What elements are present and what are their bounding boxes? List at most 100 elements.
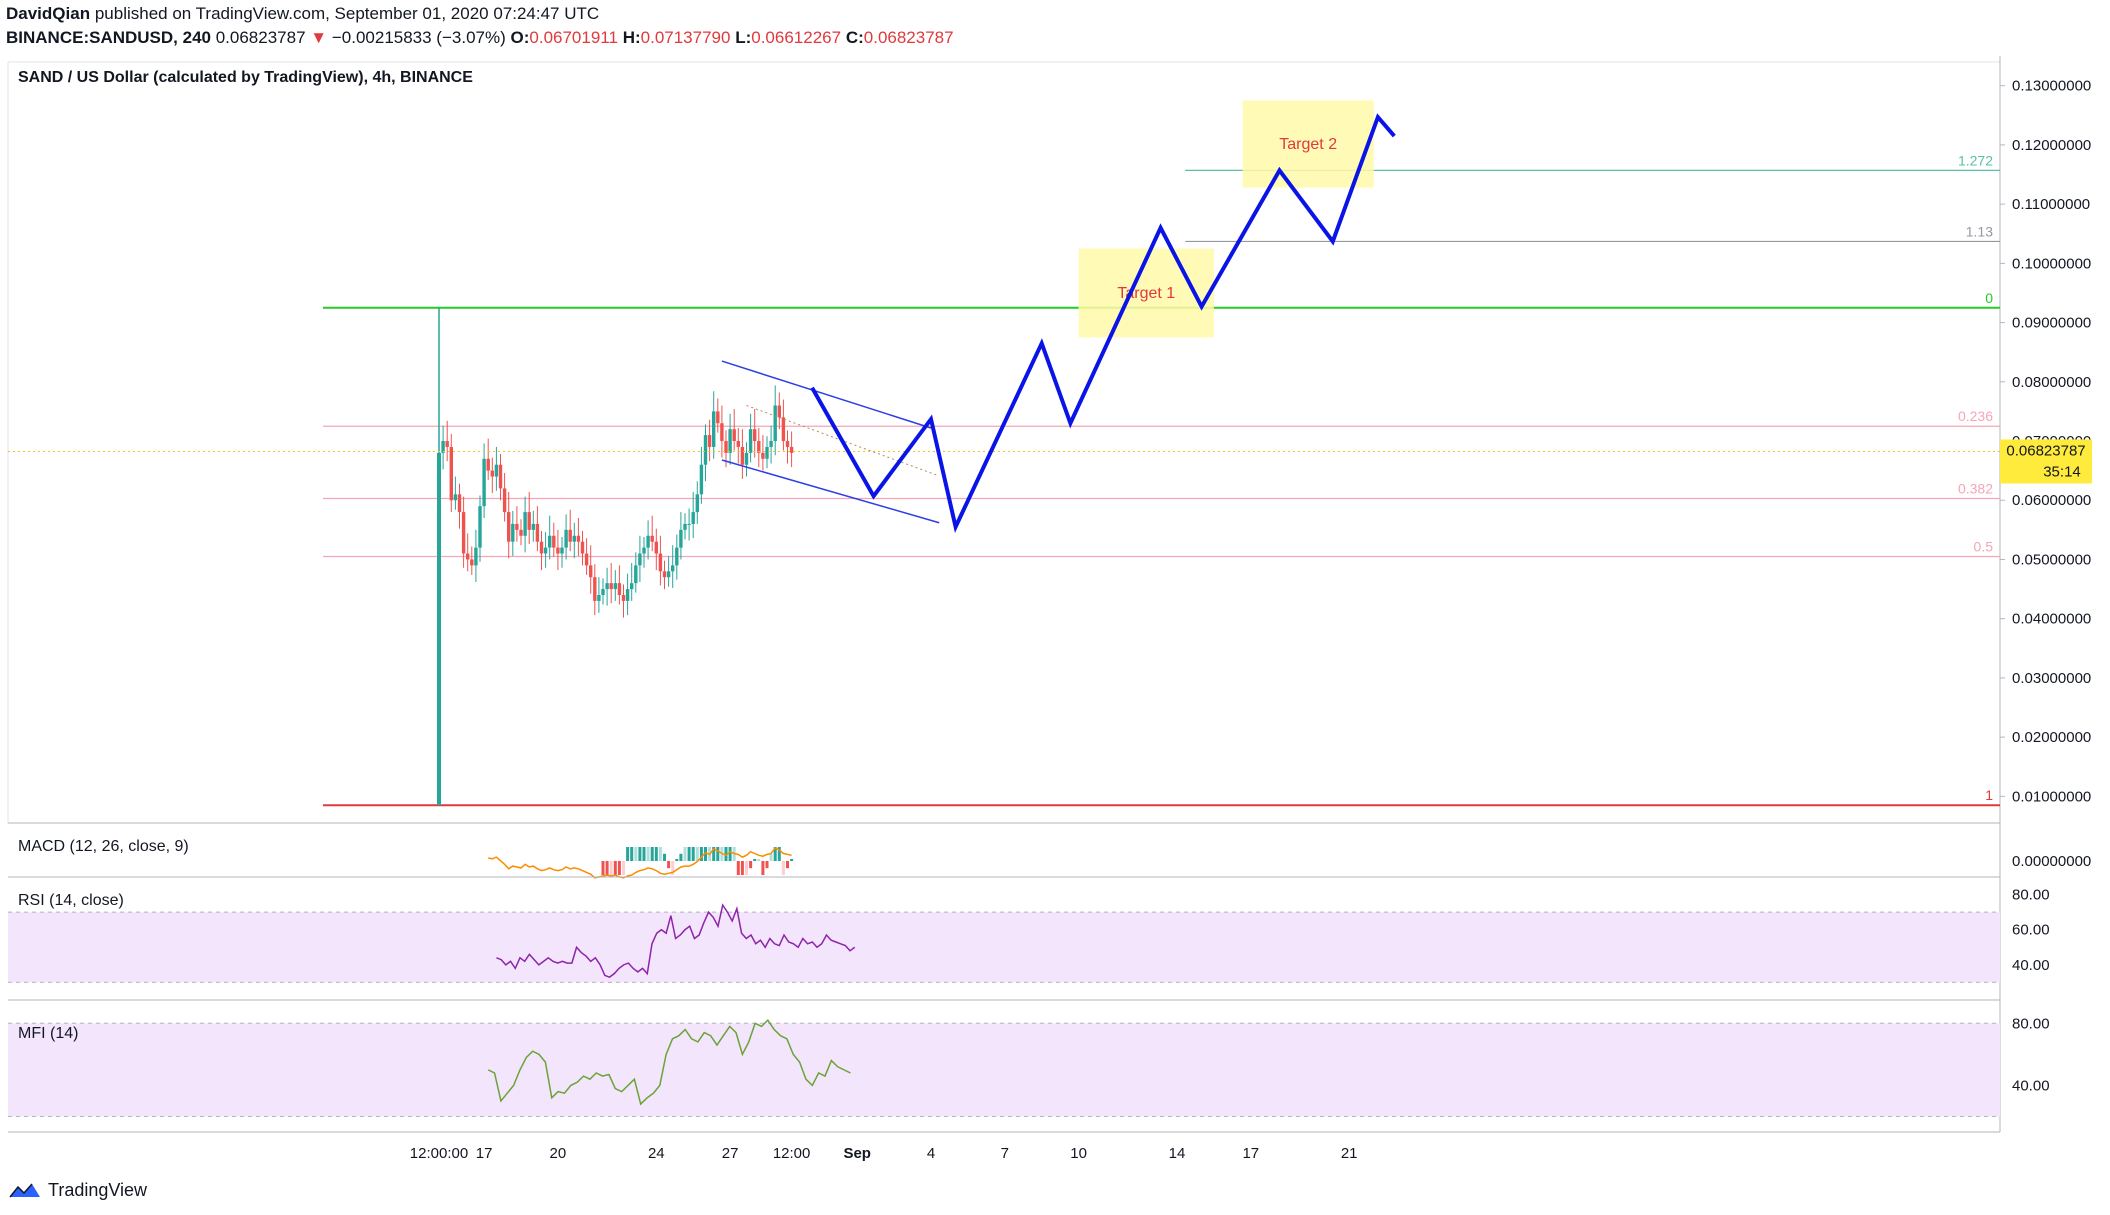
open-label: O: [510,28,530,47]
macd-histogram-bar [683,847,687,861]
time-tick-label: 17 [476,1145,493,1162]
candle-body [761,452,765,459]
candle-body [703,435,708,465]
candle-body [457,494,462,513]
candle-body [502,488,507,513]
candle-body [507,512,511,542]
candle-body [466,553,470,560]
countdown-label: 35:14 [2043,463,2081,480]
macd-histogram-bar [642,847,646,861]
publish-info: DavidQian published on TradingView.com, … [6,4,599,24]
candle-body [736,441,740,447]
macd-histogram-bar [630,847,634,861]
candle-body [478,506,482,548]
down-arrow-icon: ▼ [310,28,328,47]
candle-body [724,441,728,453]
mfi-axis-label: 80.00 [2012,1015,2050,1032]
candle-body [785,441,790,447]
macd-histogram-bar [646,847,650,861]
symbol-label: BINANCE:SANDUSD, 240 [6,28,211,47]
target-box [1242,100,1374,188]
macd-histogram-bar [712,847,716,861]
candle-body [679,529,683,548]
time-tick-label: 24 [648,1145,665,1162]
rsi-axis-label: 80.00 [2012,887,2050,904]
close-label: C: [845,28,864,47]
candle-body [625,589,630,601]
macd-histogram-bar [658,847,662,861]
price-tick-label: 0.04000000 [2012,611,2091,628]
candle-body [609,583,613,590]
candle-body [658,553,663,572]
candle-body [564,529,568,548]
macd-histogram-bar [605,861,609,875]
candle-body [642,547,646,554]
price-tick-label: 0.06000000 [2012,492,2091,509]
open-value: 0.06701911 [529,28,618,47]
last-price-tag [2000,439,2092,484]
projection-path [810,113,1396,534]
time-tick-label: 17 [1242,1145,1259,1162]
low-value: 0.06612267 [751,28,842,47]
candle-body [621,594,626,601]
tradingview-logo-icon [9,1183,40,1197]
candle-body [646,535,650,548]
author-name[interactable]: DavidQian [6,4,91,23]
time-tick-label: 20 [550,1145,567,1162]
candle-body [580,541,585,554]
macd-histogram-bar [671,861,675,875]
mfi-band [8,1023,2000,1117]
high-value: 0.07137790 [640,28,731,47]
macd-histogram-bar [769,853,773,861]
candle-body [441,441,445,453]
candle-body [490,470,494,477]
price-tick-label: 0.10000000 [2012,255,2091,272]
mfi-axis-label: 40.00 [2012,1077,2050,1094]
fib-level-label: 1.13 [1966,223,1993,239]
macd-histogram-bar [740,861,744,875]
candle-body [707,435,712,447]
macd-histogram-bar [765,861,769,869]
candle-body [461,512,466,554]
macd-histogram-bar [626,847,630,861]
rsi-axis-label: 40.00 [2012,957,2050,974]
candle-body [634,565,638,584]
candle-body [630,583,634,590]
macd-histogram-bar [617,861,621,875]
time-tick-label: Sep [843,1145,871,1162]
candle-body [584,553,589,566]
macd-histogram-bar [687,847,691,861]
target-label: Target 2 [1279,136,1337,153]
candle-body [617,583,622,595]
macd-histogram-bar [634,847,638,861]
price-tick-label: 0.02000000 [2012,729,2091,746]
candle-body [720,423,724,442]
mfi-title: MFI (14) [18,1025,78,1042]
price-tick-label: 0.12000000 [2012,137,2091,154]
candle-body [765,446,769,459]
candle-body [757,441,761,453]
candle-body [494,464,499,477]
macd-axis-label: 0.00000000 [2012,853,2091,870]
channel-midline [746,405,940,477]
candle-body [748,429,753,453]
macd-signal-line [488,847,792,879]
candle-body [556,547,560,554]
price-tick-label: 0.03000000 [2012,670,2091,687]
price-tick-label: 0.11000000 [2012,196,2090,213]
candle-body [552,535,556,548]
fib-level-label: 0.382 [1958,480,1993,496]
fib-level-label: 0.236 [1958,408,1993,424]
time-tick-label: 12:00 [773,1145,811,1162]
time-tick-label: 7 [1001,1145,1009,1162]
main-pane-frame [7,61,2001,824]
tradingview-logo[interactable]: TradingView [8,1180,147,1201]
price-change: −0.00215833 (−3.07%) [331,28,506,47]
candle-body [613,583,617,590]
candle-body [474,547,478,566]
candle-body [535,523,540,542]
time-tick-label: 4 [927,1145,935,1162]
macd-histogram-bar [663,853,666,861]
candle-body [691,512,695,524]
